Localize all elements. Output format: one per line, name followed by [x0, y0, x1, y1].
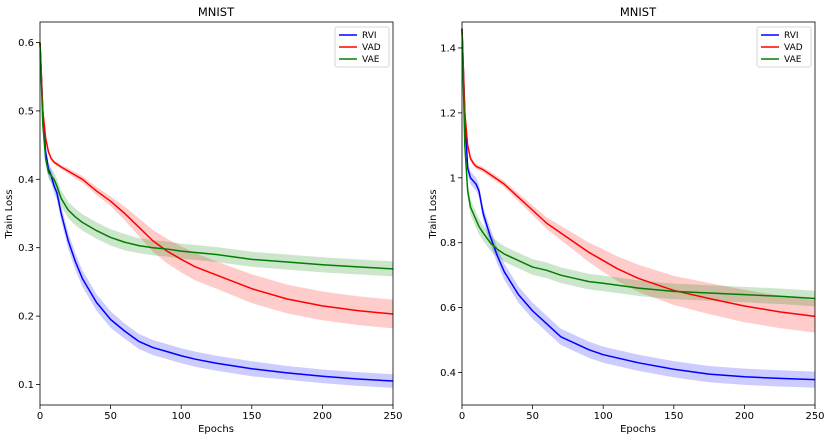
plot-frame: [461, 21, 816, 406]
x-tick-label: 150: [242, 411, 261, 422]
x-axis: 0 50 100 150 200 250: [37, 405, 403, 422]
y-tick-label: 1: [450, 173, 456, 184]
series-lines: [39, 42, 394, 382]
x-tick-label: 200: [735, 411, 754, 422]
chart-panel-right: MNIST Epochs Train Loss 0 50 100 150 200 250 …: [428, 5, 825, 435]
y-tick-label: 0.8: [440, 238, 456, 249]
legend: RVI VAD VAE: [756, 26, 812, 68]
series-line-vad: [39, 42, 394, 315]
plot-frame: [39, 21, 394, 406]
x-tick-label: 250: [805, 411, 824, 422]
y-axis: 0.4 0.6 0.8 1 1.2 1.4: [440, 43, 462, 379]
y-tick-label: 0.4: [18, 175, 34, 186]
x-axis: 0 50 100 150 200 250: [459, 405, 825, 422]
y-axis: 0.1 0.2 0.3 0.4 0.5 0.6: [18, 38, 40, 391]
series-line-vae: [39, 42, 394, 270]
series-lines: [461, 28, 816, 381]
x-axis-label: Epochs: [198, 424, 234, 435]
y-tick-label: 0.6: [440, 303, 456, 314]
legend-label-rvi: RVI: [362, 31, 377, 41]
x-tick-label: 150: [664, 411, 683, 422]
series-line-rvi: [461, 28, 816, 381]
y-tick-label: 0.5: [18, 106, 34, 117]
legend: RVI VAD VAE: [334, 26, 390, 68]
x-tick-label: 200: [313, 411, 332, 422]
legend-label-vae: VAE: [362, 55, 380, 65]
confidence-bands: [462, 25, 815, 388]
x-tick-label: 0: [37, 411, 43, 422]
y-axis-label: Train Loss: [4, 189, 15, 239]
band-vad: [40, 41, 393, 329]
x-tick-label: 0: [459, 411, 465, 422]
legend-label-vad: VAD: [784, 43, 803, 53]
x-tick-label: 250: [383, 411, 402, 422]
legend-label-rvi: RVI: [784, 31, 799, 41]
legend-label-vae: VAE: [784, 55, 802, 65]
chart-title: MNIST: [198, 5, 235, 19]
band-vad: [462, 26, 815, 333]
y-tick-label: 1.4: [440, 43, 456, 54]
y-axis-label: Train Loss: [428, 189, 439, 239]
y-tick-label: 0.2: [18, 312, 34, 323]
chart-title: MNIST: [620, 5, 657, 19]
confidence-bands: [40, 39, 393, 388]
x-tick-label: 100: [172, 411, 191, 422]
x-tick-label: 50: [104, 411, 117, 422]
series-line-vad: [461, 28, 816, 318]
legend-box: [334, 26, 390, 68]
y-tick-label: 0.1: [18, 380, 34, 391]
legend-label-vad: VAD: [362, 43, 381, 53]
x-axis-label: Epochs: [620, 424, 656, 435]
x-tick-label: 50: [526, 411, 539, 422]
legend-box: [756, 26, 812, 68]
y-tick-label: 1.2: [440, 108, 456, 119]
y-tick-label: 0.4: [440, 368, 456, 379]
chart-panel-left: MNIST Epochs Train Loss 0 50 100 150 200 250 …: [4, 5, 403, 435]
series-line-vae: [461, 28, 816, 300]
y-tick-label: 0.6: [18, 38, 34, 49]
x-tick-label: 100: [594, 411, 613, 422]
y-tick-label: 0.3: [18, 243, 34, 254]
